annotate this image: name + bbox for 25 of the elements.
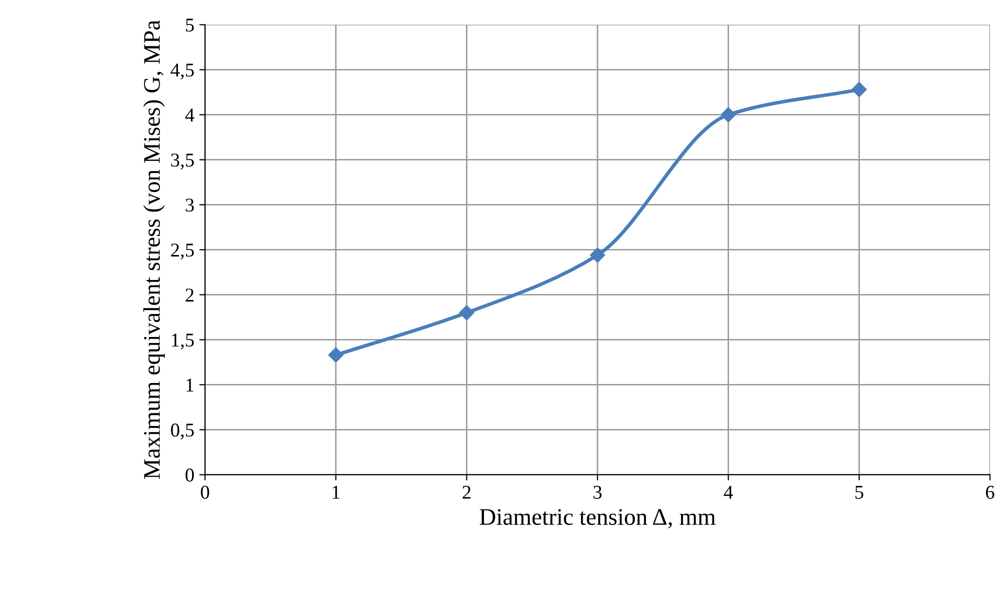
point: [459, 305, 474, 320]
y-tick-label: 2,5: [171, 244, 194, 260]
y-tick-label: 1,5: [172, 334, 194, 350]
x-tick-label: 4: [724, 486, 733, 499]
y-tick-label: 1: [186, 378, 194, 392]
y-tick-label: 5: [186, 18, 194, 32]
point: [590, 248, 606, 263]
point: [720, 107, 736, 122]
y-tick-label: 0,5: [171, 424, 194, 440]
x-tick-label: 1: [332, 486, 340, 499]
y-tick-label: 3,5: [171, 154, 194, 170]
y-tick-label: 3: [186, 198, 194, 212]
point: [852, 82, 867, 98]
x-tick-label: 6: [986, 486, 994, 499]
y-tick-label: 4,5: [170, 64, 194, 80]
y-tick-label: 4: [185, 108, 194, 122]
y-tick-label: 2: [186, 288, 194, 302]
x-tick-label: 0: [200, 486, 210, 499]
y-axis-title: Maximum equivalent stress (von Mises) G, MPa: [143, 20, 165, 479]
x-tick-label: 5: [855, 486, 864, 499]
x-tick-label: 2: [462, 486, 470, 499]
x-axis-title: Diametric tension Δ, mm: [480, 509, 716, 528]
point: [328, 347, 344, 363]
y-tick-label: 0: [186, 468, 194, 482]
x-tick-label: 3: [594, 486, 602, 499]
